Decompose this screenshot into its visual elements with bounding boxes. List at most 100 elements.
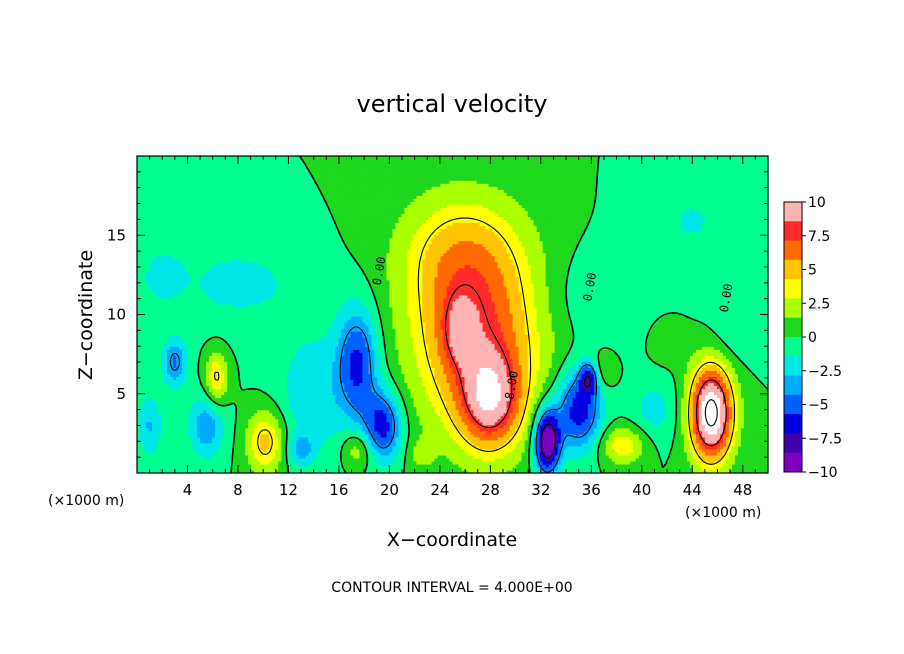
heat-cell xyxy=(530,457,535,462)
heat-cell xyxy=(254,466,258,471)
heat-cell xyxy=(695,460,700,465)
heat-cell xyxy=(698,469,703,473)
heat-cell xyxy=(392,463,396,468)
heat-cell xyxy=(476,466,481,471)
heat-cell xyxy=(194,466,198,471)
heat-cell xyxy=(305,457,309,462)
heat-cell xyxy=(335,463,339,468)
heat-cell xyxy=(629,460,634,465)
heat-cell xyxy=(647,457,652,462)
heat-cell xyxy=(614,457,619,462)
heat-cell xyxy=(218,466,222,471)
heat-cell xyxy=(368,463,372,468)
heat-cell xyxy=(704,469,709,473)
heat-cell xyxy=(491,469,496,473)
heat-cell xyxy=(548,466,553,471)
heat-cell xyxy=(449,460,454,465)
heat-cell xyxy=(731,463,736,468)
heat-cell xyxy=(206,463,210,468)
heat-cell xyxy=(722,457,727,462)
heat-cell xyxy=(341,460,345,465)
heat-cell xyxy=(314,460,318,465)
heat-cell xyxy=(137,469,141,473)
heat-cell xyxy=(263,460,267,465)
heat-cell xyxy=(662,469,667,473)
heat-cell xyxy=(653,466,658,471)
heat-cell xyxy=(335,460,339,465)
heat-cell xyxy=(644,457,649,462)
heat-cell xyxy=(239,457,243,462)
heat-cell xyxy=(728,457,733,462)
heat-cell xyxy=(626,466,631,471)
heat-cell xyxy=(602,457,607,462)
heat-cell xyxy=(413,457,418,462)
heat-cell xyxy=(209,463,213,468)
heat-cell xyxy=(602,463,607,468)
heat-cell xyxy=(608,457,613,462)
heat-cell xyxy=(479,457,484,462)
heat-cell xyxy=(557,460,562,465)
heat-cell xyxy=(761,466,766,471)
heat-cell xyxy=(584,460,589,465)
heat-cell xyxy=(680,466,685,471)
heat-cell xyxy=(290,466,294,471)
heat-cell xyxy=(515,457,520,462)
heat-cell xyxy=(338,469,342,473)
heat-cell xyxy=(173,463,177,468)
heat-cell xyxy=(266,463,270,468)
heat-cell xyxy=(161,463,165,468)
heat-cell xyxy=(737,466,742,471)
heat-cell xyxy=(281,463,285,468)
heat-cell xyxy=(746,463,751,468)
heat-cell xyxy=(689,460,694,465)
heat-cell xyxy=(212,457,216,462)
heat-cell xyxy=(563,469,568,473)
heat-cell xyxy=(137,460,141,465)
heat-cell xyxy=(749,466,754,471)
heat-cell xyxy=(377,466,381,471)
heat-cell xyxy=(359,457,363,462)
heat-cell xyxy=(164,460,168,465)
heat-cell xyxy=(737,469,742,473)
heat-cell xyxy=(494,469,499,473)
heat-cell xyxy=(488,460,493,465)
heat-cell xyxy=(731,466,736,471)
heat-cell xyxy=(431,460,436,465)
heat-cell xyxy=(503,460,508,465)
heat-cell xyxy=(458,466,463,471)
heat-cell xyxy=(734,460,739,465)
heat-cell xyxy=(590,463,595,468)
heat-cell xyxy=(428,466,433,471)
heat-cell xyxy=(467,469,472,473)
heat-cell xyxy=(416,460,421,465)
heat-cell xyxy=(623,469,628,473)
heat-cell xyxy=(614,463,619,468)
heat-cell xyxy=(188,466,192,471)
heat-cell xyxy=(437,457,442,462)
heat-cell xyxy=(422,460,427,465)
heat-cell xyxy=(473,469,478,473)
heat-cell xyxy=(680,460,685,465)
heat-cell xyxy=(716,460,721,465)
heat-cell xyxy=(722,466,727,471)
heat-cell xyxy=(254,457,258,462)
heat-cell xyxy=(518,466,523,471)
heat-cell xyxy=(284,466,288,471)
heat-cell xyxy=(725,457,730,462)
heat-cell xyxy=(260,469,264,473)
heat-cell xyxy=(218,457,222,462)
heat-cell xyxy=(317,457,321,462)
heat-cell xyxy=(410,466,415,471)
heat-cell xyxy=(320,460,324,465)
heat-cell xyxy=(155,460,159,465)
heat-cell xyxy=(665,460,670,465)
heat-cell xyxy=(671,466,676,471)
heat-cell xyxy=(206,460,210,465)
heat-cell xyxy=(203,460,207,465)
heat-cell xyxy=(347,466,351,471)
heat-cell xyxy=(377,457,381,462)
heat-cell xyxy=(569,469,574,473)
heat-cell xyxy=(380,457,384,462)
heat-cell xyxy=(650,463,655,468)
heat-cell xyxy=(638,463,643,468)
